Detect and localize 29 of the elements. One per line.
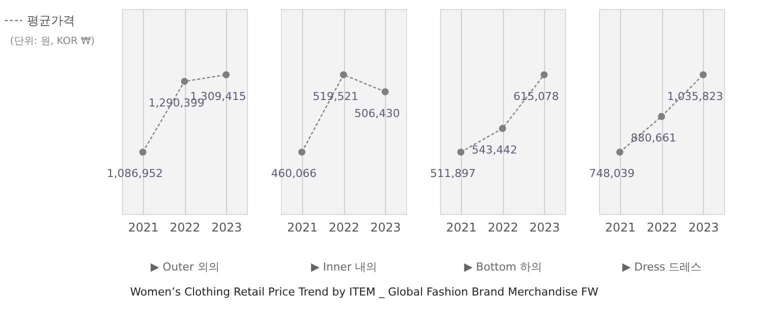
x-tick-label: 2023	[211, 220, 242, 234]
data-label: 615,078	[513, 90, 559, 103]
data-label: 1,035,823	[667, 90, 724, 103]
data-label: 506,430	[354, 106, 400, 120]
x-tick-label: 2021	[605, 220, 636, 234]
data-label: 880,661	[630, 131, 676, 144]
x-tick-label: 2021	[128, 220, 159, 234]
x-tick-label: 2022	[646, 220, 678, 234]
data-label: 460,066	[271, 167, 317, 180]
x-axis-title: ▶ Inner 내의	[311, 260, 377, 274]
legend-label: 평균가격	[27, 14, 75, 28]
text: Women’s Clothing Retail Price Trend by ITEM _ Global Fashion Brand Merchandise FW	[130, 286, 598, 298]
x-tick-label: 2023	[370, 220, 401, 234]
data-label: 511,897	[430, 167, 476, 180]
text: (단위: 원, KOR ₩)	[10, 36, 95, 47]
x-tick-label: 2021	[287, 220, 318, 234]
data-label: 748,039	[589, 167, 635, 180]
x-tick-label: 2023	[529, 220, 560, 234]
x-tick-label: 2021	[446, 220, 477, 234]
data-label: 519,521	[312, 90, 358, 103]
x-axis-title: ▶ Outer 외의	[150, 260, 220, 274]
x-tick-label: 2023	[688, 220, 719, 234]
x-axis-title: ▶ Dress 드레스	[622, 260, 702, 274]
x-tick-label: 2022	[488, 220, 518, 234]
x-axis-title: ▶ Bottom 하의	[464, 260, 542, 274]
data-label: 1,086,952	[106, 167, 163, 180]
data-label: 543,442	[472, 143, 518, 156]
x-tick-label: 2022	[170, 220, 200, 234]
x-tick-label: 2022	[328, 220, 360, 234]
